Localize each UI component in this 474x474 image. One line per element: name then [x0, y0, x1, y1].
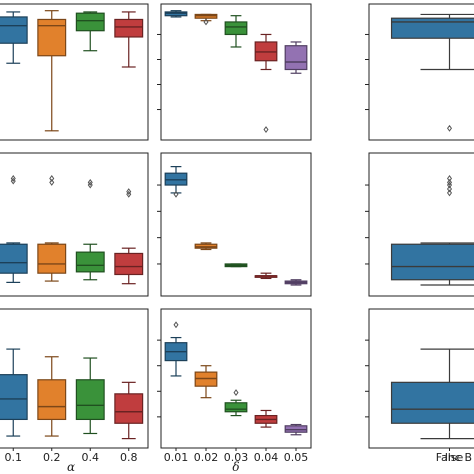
- flier-point: [446, 185, 453, 193]
- flier-point: [10, 177, 16, 185]
- box-body: [224, 21, 248, 36]
- box-0.1: [0, 348, 28, 437]
- panel-1-alpha: [0, 152, 149, 297]
- x-tick-label: False: [436, 451, 464, 464]
- flier-point: [446, 124, 453, 132]
- box-0.03: [224, 389, 248, 417]
- box-0.05: [284, 41, 308, 74]
- box-body: [75, 379, 105, 421]
- flier-point: [126, 188, 132, 196]
- flier-point: [446, 181, 453, 189]
- panel-2-delta: 0.01 0.02 0.03 0.04 0.05 δ: [157, 308, 312, 474]
- panel-0-delta: [157, 3, 312, 141]
- box-0.8: [114, 188, 144, 285]
- box-body: [0, 16, 28, 44]
- x-tick-label: 0.05: [284, 451, 309, 464]
- x-tick-label: 0.8: [120, 451, 138, 464]
- panel-frame: [368, 308, 474, 449]
- box-0.1: [0, 11, 28, 64]
- box-body: [75, 251, 105, 273]
- panel-0-alpha: [0, 3, 149, 141]
- box-0.4: [75, 178, 105, 281]
- box-body: [0, 374, 28, 421]
- x-tick-label: 0.01: [164, 451, 189, 464]
- x-tick-label: 0.2: [43, 451, 61, 464]
- x-tick-label: 0.04: [254, 451, 279, 464]
- panel-1-delta: [157, 152, 312, 297]
- box-0.01: [164, 166, 188, 198]
- box-0.01: [164, 10, 188, 18]
- box-body: [37, 379, 67, 421]
- flier-point: [87, 181, 93, 189]
- flier-point: [49, 175, 55, 182]
- box-body: [37, 18, 67, 57]
- box-0.05: [284, 279, 308, 286]
- flier-point: [263, 126, 269, 134]
- flier-point: [446, 178, 453, 186]
- box-body: [0, 243, 28, 274]
- x-tick-label: 0.4: [82, 451, 100, 464]
- flier-point: [87, 178, 93, 186]
- box-0.1: [0, 175, 28, 283]
- flier-point: [49, 178, 55, 186]
- flier-point: [446, 175, 453, 182]
- box-0.03: [224, 263, 248, 268]
- box-body: [390, 243, 474, 281]
- box-0.05: [284, 423, 308, 436]
- box-0.01: [164, 321, 188, 377]
- box-body: [114, 252, 144, 276]
- x-tick-label: 0.02: [194, 451, 219, 464]
- box-0.2: [37, 356, 67, 437]
- panel-2-alpha: 0.1 0.2 0.4 0.8 α: [0, 308, 149, 474]
- x-axis-label: α: [67, 460, 75, 474]
- box-False: [390, 348, 474, 440]
- box-body: [390, 381, 474, 424]
- box-body: [390, 17, 474, 39]
- box-body: [114, 393, 144, 424]
- x-axis-label: Inc B: [445, 451, 472, 464]
- box-0.8: [114, 381, 144, 440]
- box-0.02: [194, 242, 218, 251]
- panel-1-inc: [365, 152, 474, 297]
- panel-0-inc: [365, 3, 474, 141]
- x-tick-label: 0.03: [224, 451, 249, 464]
- box-0.02: [194, 13, 218, 26]
- box-body: [75, 12, 105, 32]
- flier-point: [203, 18, 209, 26]
- box-0.2: [37, 175, 67, 282]
- flier-point: [173, 321, 179, 329]
- box-body: [284, 45, 308, 71]
- flier-point: [173, 190, 179, 198]
- box-False: [390, 13, 474, 132]
- box-0.03: [224, 15, 248, 48]
- flier-point: [233, 389, 239, 397]
- box-0.04: [254, 33, 278, 134]
- box-0.4: [75, 11, 105, 52]
- box-False: [390, 175, 474, 286]
- x-tick-label: 0.1: [5, 451, 23, 464]
- box-0.8: [114, 11, 144, 68]
- box-0.04: [254, 409, 278, 428]
- flier-point: [10, 175, 16, 182]
- box-0.04: [254, 272, 278, 280]
- box-0.4: [75, 357, 105, 435]
- box-0.2: [37, 10, 67, 132]
- box-body: [37, 243, 67, 274]
- x-axis-label: δ: [232, 460, 239, 474]
- flier-point: [126, 190, 132, 198]
- box-0.02: [194, 365, 218, 399]
- box-body: [224, 402, 248, 413]
- box-body: [114, 18, 144, 38]
- flier-point: [446, 189, 453, 197]
